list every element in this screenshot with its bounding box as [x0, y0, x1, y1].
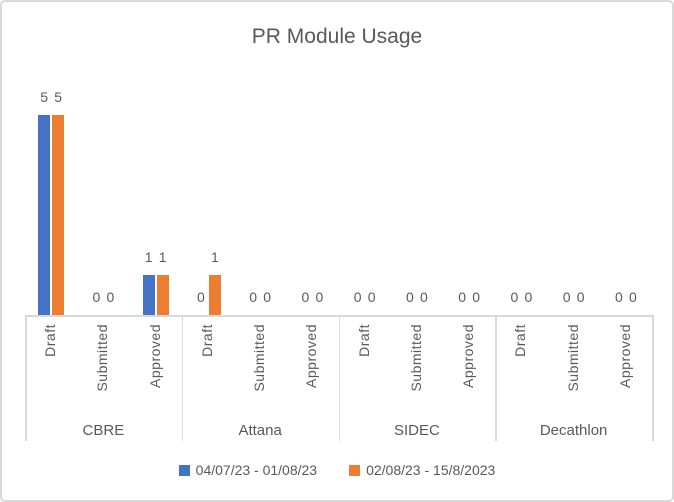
data-label: 0: [628, 289, 637, 305]
category-label: Submitted: [94, 324, 111, 392]
data-label: 0: [405, 289, 414, 305]
group-separator-line: [495, 315, 497, 441]
bar-cbre-draft-s1: [38, 115, 51, 315]
data-label: 0: [576, 289, 585, 305]
group-label: CBRE: [82, 422, 125, 439]
data-label: 0: [92, 289, 101, 305]
category-label: Draft: [512, 324, 529, 357]
data-label: 0: [524, 289, 533, 305]
category-label: Approved: [616, 324, 633, 388]
data-label: 5: [40, 89, 49, 105]
data-label: 0: [510, 289, 519, 305]
group-separator-line: [652, 315, 654, 441]
data-label: 1: [210, 249, 219, 265]
group-separator-line: [338, 315, 340, 441]
legend-swatch-series1: [178, 464, 190, 476]
data-label: 0: [614, 289, 623, 305]
data-label: 0: [367, 289, 376, 305]
category-label: Draft: [198, 324, 215, 357]
group-label: Decathlon: [539, 422, 608, 439]
legend-item-series2: 02/08/23 - 15/8/2023: [349, 462, 495, 478]
group-label: Attana: [238, 422, 282, 439]
category-label: Submitted: [251, 324, 268, 392]
group-separator-line: [181, 315, 184, 441]
legend-item-series1: 04/07/23 - 01/08/23: [178, 462, 318, 478]
category-label: Draft: [42, 324, 59, 357]
bar-attana-draft-s2: [208, 275, 221, 315]
data-label: 0: [301, 289, 310, 305]
data-label: 0: [419, 289, 428, 305]
legend-label-series1: 04/07/23 - 01/08/23: [195, 462, 318, 478]
group-label: SIDEC: [393, 422, 440, 439]
bar-cbre-approved-s2: [156, 275, 169, 315]
legend-label-series2: 02/08/23 - 15/8/2023: [366, 462, 496, 478]
data-label: 5: [54, 89, 63, 105]
data-label: 1: [144, 249, 153, 265]
category-label: Submitted: [407, 324, 424, 392]
category-label: Approved: [146, 324, 163, 388]
data-label: 0: [263, 289, 272, 305]
category-label: Approved: [460, 324, 477, 388]
category-label: Approved: [303, 324, 320, 388]
data-label: 1: [158, 249, 167, 265]
data-label: 0: [562, 289, 571, 305]
data-label: 0: [472, 289, 481, 305]
data-label: 0: [249, 289, 258, 305]
legend-swatch-series2: [349, 464, 361, 476]
bar-cbre-approved-s1: [142, 275, 155, 315]
legend: 04/07/23 - 01/08/23 02/08/23 - 15/8/2023: [2, 461, 672, 479]
data-label: 0: [458, 289, 467, 305]
data-label: 0: [353, 289, 362, 305]
data-label: 0: [315, 289, 324, 305]
category-label: Submitted: [564, 324, 581, 392]
chart-title: PR Module Usage: [251, 25, 423, 48]
group-separator-line: [25, 315, 27, 441]
data-label: 0: [106, 289, 115, 305]
category-label: Draft: [355, 324, 372, 357]
data-label: 0: [196, 289, 205, 305]
bar-cbre-draft-s2: [52, 115, 65, 315]
